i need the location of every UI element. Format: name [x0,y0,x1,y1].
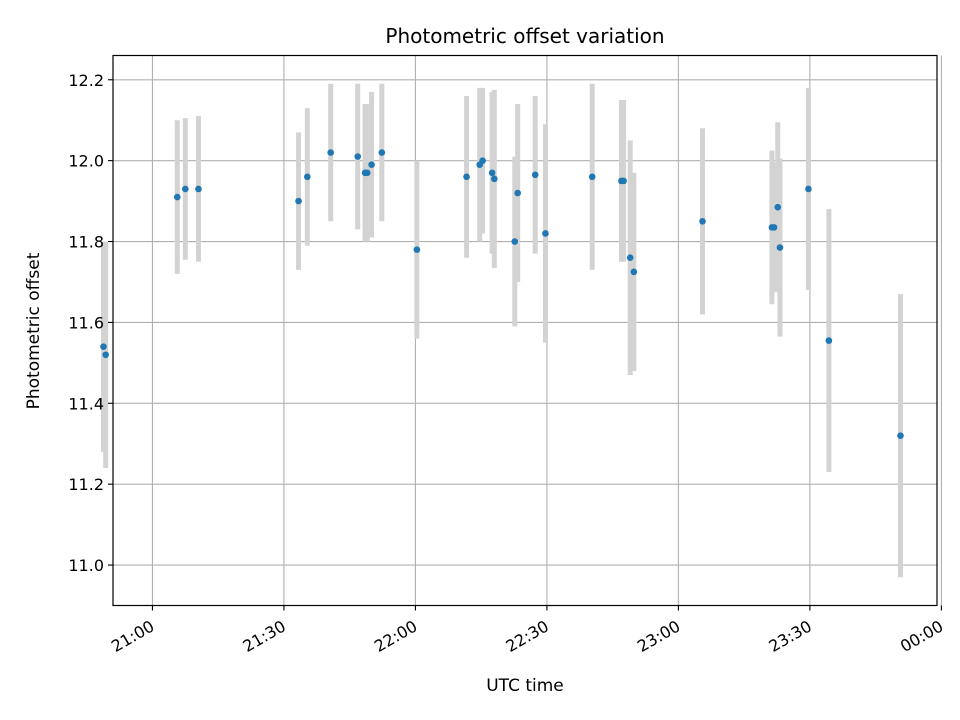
data-point [378,149,386,156]
data-point [327,149,334,156]
data-point [304,173,311,181]
data-point [488,169,496,177]
y-tick-label: 11.4 [68,394,104,413]
data-point [630,268,638,276]
data-point [588,173,596,181]
data-point [699,218,706,225]
data-point [825,337,833,344]
data-point [413,246,421,253]
data-point [897,432,904,439]
data-point [173,193,181,201]
data-point [514,189,521,197]
data-point [354,153,362,160]
y-axis-label: Photometric offset [24,252,44,409]
plot-frame [112,54,938,607]
chart-title: Photometric offset variation [385,24,664,48]
x-axis-label: UTC time [486,676,564,696]
data-point [463,173,470,181]
data-point [195,185,202,193]
data-point [620,177,627,185]
data-point [774,203,782,211]
data-points [100,149,904,439]
data-point [805,185,812,193]
data-point [770,224,778,231]
data-point [531,171,539,179]
data-point [100,343,107,350]
data-point [491,175,498,183]
data-point [776,244,784,251]
y-tick-label: 11.2 [68,475,104,494]
data-point [363,169,371,177]
y-tick-label: 11.0 [68,556,104,575]
data-point [542,230,549,237]
data-point [368,161,375,168]
data-point [511,238,519,245]
data-point [295,197,302,205]
y-tick-label: 12.2 [68,71,104,90]
y-tick-label: 11.8 [68,233,104,252]
data-point [102,351,109,359]
y-tick-label: 11.6 [68,313,104,332]
data-point [182,185,189,193]
data-point [479,157,486,164]
y-tick-label: 12.0 [68,152,104,171]
data-point [626,254,634,262]
